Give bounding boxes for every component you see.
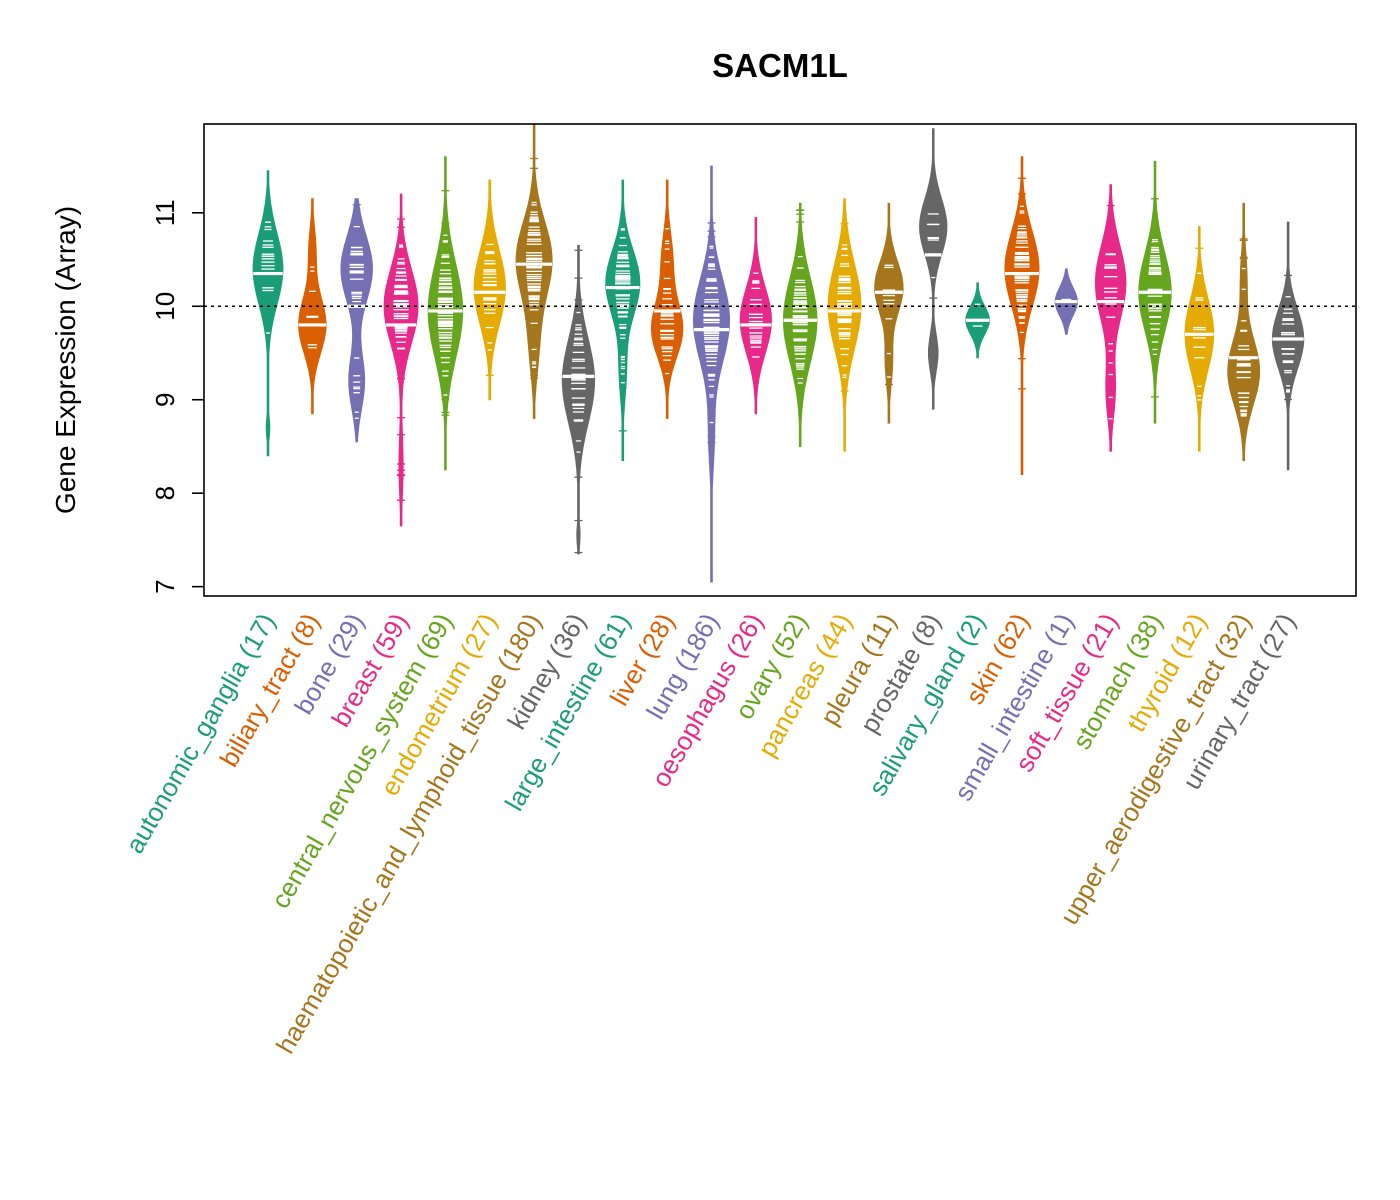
y-axis: 7 8 9 10 11 xyxy=(150,199,204,594)
violin-soft-tissue xyxy=(1094,184,1127,452)
violin-salivary-gland xyxy=(965,282,990,359)
violin-urinary-tract xyxy=(1271,221,1305,471)
violin-lung xyxy=(693,165,730,583)
violin-thyroid xyxy=(1184,226,1215,452)
violin-haematopoietic-and-lymphoid-tissue xyxy=(515,123,553,419)
plot-area-frame xyxy=(203,123,1357,597)
violin-large-intestine xyxy=(605,179,641,461)
y-axis-label: Gene Expression (Array) xyxy=(50,206,81,514)
y-tick-label: 7 xyxy=(150,579,180,593)
chart-title: SACM1L xyxy=(712,47,848,84)
violin-breast xyxy=(383,193,419,527)
violin-pancreas xyxy=(827,198,862,452)
violin-endometrium xyxy=(473,179,506,401)
violin-skin xyxy=(1004,156,1040,475)
y-tick-label: 11 xyxy=(150,199,180,226)
violin-pleura xyxy=(874,202,904,424)
violin-upper-aerodigestive-tract xyxy=(1227,202,1261,461)
y-tick-label: 10 xyxy=(150,292,180,321)
violin-bone xyxy=(340,198,373,443)
violin-autonomic-ganglia xyxy=(252,170,284,457)
violin-central-nervous-system xyxy=(427,156,464,471)
violin-stomach xyxy=(1138,160,1172,424)
x-axis-labels: autonomic_ganglia (17)biliary_tract (8)b… xyxy=(119,608,1301,1059)
violin-ovary xyxy=(783,202,818,447)
violin-prostate xyxy=(919,128,948,410)
y-tick-label: 8 xyxy=(150,486,180,500)
violin-small-intestine xyxy=(1054,268,1078,335)
violin-liver xyxy=(651,179,684,419)
violin-group xyxy=(252,123,1305,583)
violin-oesophagus xyxy=(739,217,772,415)
violin-biliary-tract xyxy=(298,198,327,415)
y-tick-label: 9 xyxy=(150,392,180,406)
violin-kidney xyxy=(561,245,596,555)
